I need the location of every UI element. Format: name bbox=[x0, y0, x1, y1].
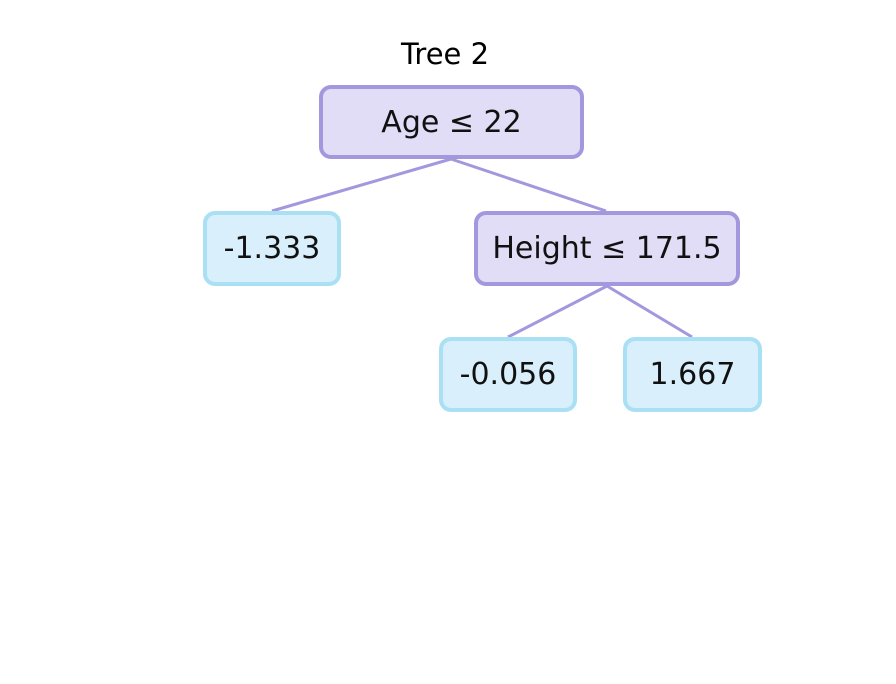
diagram-title: Tree 2 bbox=[400, 37, 490, 71]
split-node-age: Age ≤ 22 bbox=[319, 85, 584, 159]
leaf-node-left: -1.333 bbox=[203, 211, 341, 286]
edge-height-to-right-leaf bbox=[606, 284, 693, 339]
leaf-node-label: -1.333 bbox=[223, 231, 321, 266]
edge-height-to-left-leaf bbox=[507, 284, 608, 339]
edge-root-to-height-split bbox=[450, 157, 607, 213]
split-node-height: Height ≤ 171.5 bbox=[474, 211, 740, 286]
leaf-node-height-right: 1.667 bbox=[623, 337, 762, 412]
leaf-node-height-left: -0.056 bbox=[439, 337, 577, 412]
leaf-node-label: 1.667 bbox=[649, 357, 736, 392]
split-node-label: Age ≤ 22 bbox=[381, 104, 522, 140]
edge-root-to-left-leaf bbox=[271, 157, 452, 213]
leaf-node-label: -0.056 bbox=[459, 357, 557, 392]
split-node-label: Height ≤ 171.5 bbox=[492, 231, 722, 266]
